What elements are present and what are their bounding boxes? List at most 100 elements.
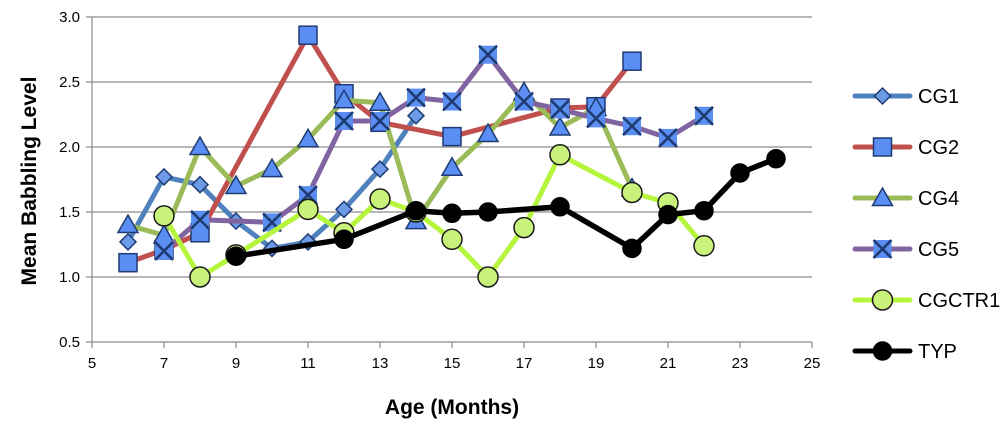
data-point: [442, 203, 462, 224]
data-point: [118, 232, 138, 251]
legend-item-cg2: CG2: [852, 137, 959, 159]
data-point: [334, 111, 354, 131]
data-point: [622, 116, 642, 137]
data-point-stroke: [872, 239, 893, 259]
data-point-stroke: [586, 108, 606, 129]
data-point: [873, 86, 892, 106]
data-point-stroke: [658, 127, 678, 148]
data-point: [154, 241, 174, 261]
data-point: [153, 205, 175, 227]
data-point-stroke: [550, 99, 570, 120]
data-point: [370, 111, 390, 131]
data-point: [872, 137, 893, 157]
data-point: [871, 289, 894, 311]
data-point: [298, 25, 318, 45]
x-tick-label: 25: [804, 355, 821, 372]
legend-label: CG1: [918, 86, 959, 108]
data-point: [622, 238, 642, 259]
data-point: [442, 91, 462, 112]
data-point: [332, 88, 356, 109]
data-point: [334, 200, 354, 219]
series-line: [125, 32, 635, 266]
data-point-stroke: [514, 91, 534, 112]
data-point: [260, 157, 284, 178]
data-point: [441, 228, 463, 251]
legend-item-cg1: CG1: [852, 86, 959, 108]
data-point-stroke: [442, 91, 462, 112]
data-point-stroke: [334, 111, 354, 131]
x-tick-label: 13: [372, 355, 389, 372]
x-tick-label: 21: [660, 355, 677, 372]
y-tick-label: 0.5: [59, 334, 80, 351]
x-tick-label: 17: [516, 355, 533, 372]
data-point: [478, 44, 498, 65]
data-point: [766, 148, 786, 169]
x-tick-label: 7: [160, 355, 168, 372]
data-point-stroke: [694, 105, 714, 126]
legend-label: TYP: [918, 341, 957, 363]
data-point: [694, 105, 714, 126]
y-tick-label: 3.0: [59, 9, 80, 26]
data-point: [154, 167, 174, 186]
data-point: [550, 197, 570, 217]
data-point: [513, 216, 535, 239]
y-tick-label: 2.5: [59, 74, 80, 91]
data-point: [730, 163, 750, 183]
data-point: [116, 213, 140, 234]
series-group: [116, 25, 786, 288]
data-point-stroke: [190, 209, 210, 230]
data-point: [476, 122, 500, 143]
data-point: [406, 87, 426, 108]
data-point: [334, 229, 354, 250]
data-point: [694, 200, 714, 221]
y-tick-label: 1.0: [59, 269, 80, 286]
y-tick-label: 2.0: [59, 139, 80, 156]
data-point: [549, 144, 571, 166]
data-point: [548, 115, 572, 136]
data-point: [872, 239, 893, 259]
data-point-stroke: [406, 87, 426, 108]
data-point: [296, 127, 320, 148]
data-point: [658, 204, 678, 225]
data-point: [189, 266, 211, 288]
data-point-stroke: [262, 212, 282, 233]
data-point: [658, 127, 678, 148]
data-point: [622, 51, 642, 71]
data-point: [621, 181, 643, 204]
data-point: [477, 266, 499, 288]
legend-item-typ: TYP: [852, 341, 957, 363]
data-point: [118, 252, 138, 273]
data-point: [514, 91, 534, 112]
data-point-stroke: [370, 111, 390, 131]
x-tick-label: 15: [444, 355, 461, 372]
legend-item-cgctr1: CGCTR1: [852, 289, 1000, 312]
y-tick-label: 1.5: [59, 204, 80, 221]
legend-label: CG4: [918, 188, 959, 210]
legend-label: CG5: [918, 239, 959, 261]
data-point: [190, 209, 210, 230]
legend-label: CG2: [918, 137, 959, 159]
y-axis-title: Mean Babbling Level: [18, 77, 41, 286]
legend-item-cg5: CG5: [852, 239, 959, 261]
legend: CG1 CG2 CG4 CG5 CGCTR1 TYP: [852, 86, 1000, 363]
x-tick-label: 19: [588, 355, 605, 372]
data-point: [550, 99, 570, 120]
data-point: [370, 160, 390, 179]
data-point: [440, 156, 464, 177]
data-point-stroke: [478, 44, 498, 65]
data-point: [224, 174, 248, 195]
data-point: [586, 108, 606, 129]
series-cg5: [154, 44, 714, 261]
data-point-stroke: [154, 241, 174, 261]
x-tick-label: 9: [232, 355, 240, 372]
data-point: [406, 200, 426, 221]
series-line: [161, 152, 707, 280]
series-typ: [226, 148, 786, 266]
x-tick-label: 5: [88, 355, 96, 372]
data-point: [872, 341, 893, 361]
legend-item-cg4: CG4: [852, 186, 959, 210]
data-point: [226, 246, 246, 266]
data-point: [190, 175, 210, 194]
